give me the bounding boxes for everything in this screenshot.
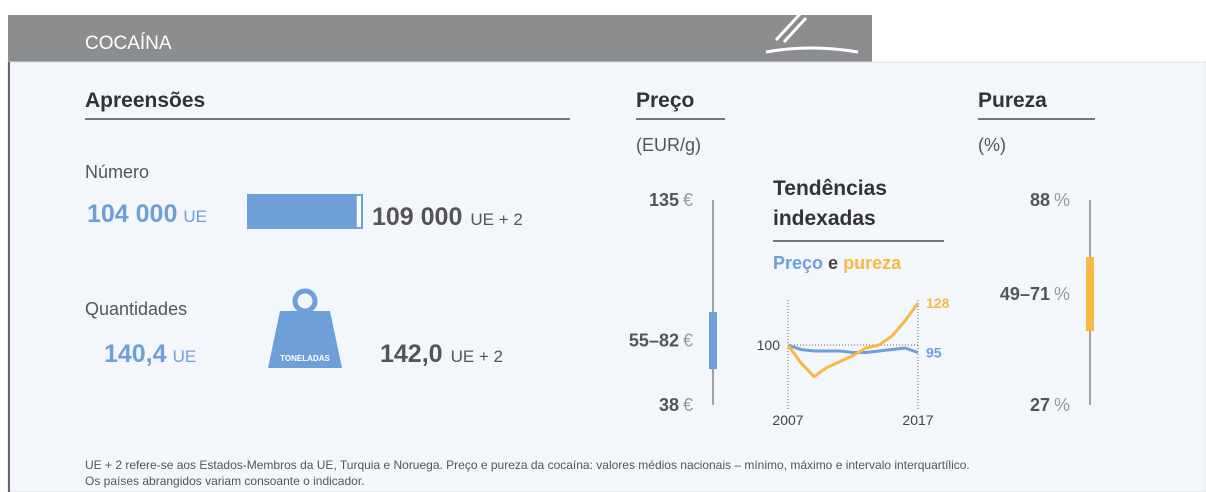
header-icon xyxy=(765,12,859,54)
section-title: Preço xyxy=(636,89,694,112)
unit: € xyxy=(683,331,693,351)
legend-entry: Preço xyxy=(773,253,823,273)
trend-line xyxy=(787,343,919,354)
unit: UE xyxy=(173,347,197,366)
iqr-bar xyxy=(1086,257,1094,332)
unit: UE + 2 xyxy=(451,347,503,366)
unit: € xyxy=(683,395,693,415)
panel xyxy=(7,61,1206,492)
value: 140,4 UE xyxy=(104,340,196,368)
unit: % xyxy=(1054,190,1070,210)
range-label: 135 € xyxy=(649,190,693,210)
unit: UE xyxy=(183,207,207,226)
unit: € xyxy=(683,190,693,210)
value: 135 xyxy=(649,190,679,210)
baseline-label: 100 xyxy=(757,337,781,353)
trend-title: indexadas xyxy=(773,207,876,230)
range-label: 38 € xyxy=(659,395,693,415)
range-label: 27% xyxy=(1030,395,1070,415)
value: 38 xyxy=(659,395,679,415)
trend-title: Tendências xyxy=(773,177,887,200)
icon-label: TONELADAS xyxy=(280,354,330,363)
label: Número xyxy=(85,162,149,182)
range-label: 49–71% xyxy=(1000,284,1070,304)
footnote: Os países abrangidos variam consoante o … xyxy=(85,474,365,488)
unit: % xyxy=(1054,395,1070,415)
unit: % xyxy=(1054,284,1070,304)
value: 109 000 UE + 2 xyxy=(372,203,523,231)
value: 142,0 xyxy=(380,340,443,368)
unit-label: (%) xyxy=(978,135,1006,155)
label: Quantidades xyxy=(85,299,187,319)
value: 88 xyxy=(1030,190,1050,210)
value: 109 000 xyxy=(372,203,462,231)
iqr-bar xyxy=(709,312,717,370)
value: 104 000 UE xyxy=(87,200,207,228)
range-label: 55–82 € xyxy=(629,331,693,351)
value: 49–71 xyxy=(1000,284,1050,304)
section-title: Apreensões xyxy=(85,89,205,112)
legend-entry: e xyxy=(828,253,838,273)
x-tick-label: 2007 xyxy=(772,412,803,428)
value: 142,0 UE + 2 xyxy=(380,340,503,368)
trend-line xyxy=(786,302,920,379)
x-tick-label: 2017 xyxy=(902,412,933,428)
end-label: 128 xyxy=(926,295,950,311)
value: 55–82 xyxy=(629,331,679,351)
section-title: Pureza xyxy=(978,89,1047,112)
legend-entry: pureza xyxy=(843,253,902,273)
weight-icon xyxy=(268,288,342,368)
unit-label: (EUR/g) xyxy=(636,135,701,155)
footnote: UE + 2 refere-se aos Estados-Membros da … xyxy=(85,458,970,472)
value: 104 000 xyxy=(87,200,177,228)
value: 27 xyxy=(1030,395,1050,415)
legend: Preço e pureza xyxy=(773,253,902,273)
unit: UE + 2 xyxy=(470,210,522,229)
bar xyxy=(248,195,357,228)
header-bar xyxy=(8,15,872,63)
end-label: 95 xyxy=(926,345,942,361)
value: 140,4 xyxy=(104,340,167,368)
range-label: 88% xyxy=(1030,190,1070,210)
header-title: COCAÍNA xyxy=(85,33,172,54)
